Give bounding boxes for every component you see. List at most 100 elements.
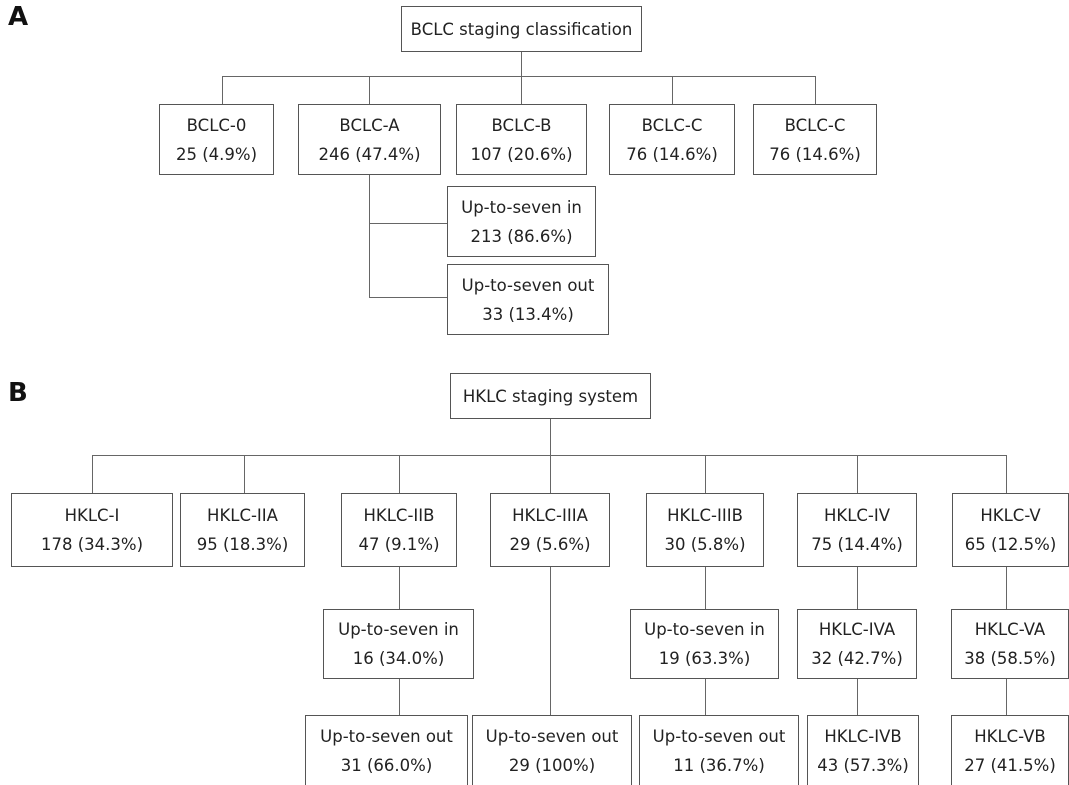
stage-node-hklc-iv: HKLC-IV 75 (14.4%) — [797, 493, 917, 567]
node-value: 65 (12.5%) — [964, 535, 1057, 554]
connector — [857, 455, 858, 493]
sub-node-up-to-seven-out: Up-to-seven out 33 (13.4%) — [447, 264, 609, 335]
connector — [92, 455, 1006, 456]
stage-node-hklc-i: HKLC-I 178 (34.3%) — [11, 493, 173, 567]
stage-node-hklc-iia: HKLC-IIA 95 (18.3%) — [180, 493, 305, 567]
node-name: BCLC-C — [641, 115, 703, 135]
node-name: HKLC-VA — [974, 620, 1046, 639]
connector — [550, 567, 551, 715]
node-value: 16 (34.0%) — [352, 649, 445, 668]
node-value: 33 (13.4%) — [482, 304, 574, 324]
connector — [815, 76, 816, 104]
connector — [369, 173, 370, 297]
node-value: 43 (57.3%) — [817, 755, 909, 775]
node-label: HKLC staging system — [462, 386, 639, 406]
connector — [705, 567, 706, 609]
connector — [1006, 455, 1007, 493]
node-value: 47 (9.1%) — [358, 535, 440, 554]
node-name: HKLC-IIA — [207, 506, 278, 525]
node-name: Up-to-seven out — [461, 275, 595, 295]
node-value: 178 (34.3%) — [40, 535, 144, 554]
stage-node-bclc-a: BCLC-A 246 (47.4%) — [298, 104, 441, 175]
sub-node-hklc-ivb: HKLC-IVB 43 (57.3%) — [807, 715, 919, 785]
stage-node-hklc-iiib: HKLC-IIIB 30 (5.8%) — [646, 493, 764, 567]
connector — [399, 567, 400, 609]
sub-node-up-to-seven-in: Up-to-seven in 213 (86.6%) — [447, 186, 596, 257]
node-value: 76 (14.6%) — [626, 144, 718, 164]
node-name: HKLC-I — [64, 506, 120, 525]
connector — [244, 455, 245, 493]
node-value: 213 (86.6%) — [470, 226, 573, 246]
root-node-hklc: HKLC staging system — [450, 373, 651, 419]
node-value: 27 (41.5%) — [964, 755, 1056, 775]
connector — [222, 76, 223, 104]
node-name: HKLC-IVB — [824, 726, 902, 746]
node-name: HKLC-IIB — [363, 506, 435, 525]
connector — [705, 679, 706, 715]
node-name: HKLC-VB — [974, 726, 1046, 746]
stage-node-bclc-b: BCLC-B 107 (20.6%) — [456, 104, 587, 175]
stage-node-hklc-v: HKLC-V 65 (12.5%) — [952, 493, 1069, 567]
node-name: Up-to-seven in — [644, 620, 765, 639]
node-name: BCLC-A — [339, 115, 400, 135]
node-value: 30 (5.8%) — [664, 535, 746, 554]
stage-node-hklc-iiia: HKLC-IIIA 29 (5.6%) — [490, 493, 610, 567]
stage-node-bclc-c-2: BCLC-C 76 (14.6%) — [753, 104, 877, 175]
node-value: 19 (63.3%) — [658, 649, 751, 668]
connector — [857, 679, 858, 715]
sub-node-up-to-seven-out-iiia: Up-to-seven out 29 (100%) — [472, 715, 632, 785]
node-name: BCLC-C — [784, 115, 846, 135]
node-name: Up-to-seven out — [320, 726, 453, 746]
sub-node-hklc-va: HKLC-VA 38 (58.5%) — [951, 609, 1069, 679]
node-value: 246 (47.4%) — [318, 144, 421, 164]
node-value: 31 (66.0%) — [340, 755, 433, 775]
node-name: HKLC-V — [980, 506, 1041, 525]
stage-node-bclc-0: BCLC-0 25 (4.9%) — [159, 104, 274, 175]
connector — [672, 76, 673, 104]
node-value: 95 (18.3%) — [196, 535, 289, 554]
connector — [222, 76, 815, 77]
connector — [857, 567, 858, 609]
sub-node-hklc-vb: HKLC-VB 27 (41.5%) — [951, 715, 1069, 785]
connector — [550, 455, 551, 493]
node-name: HKLC-IV — [823, 506, 891, 525]
node-name: HKLC-IVA — [818, 620, 896, 639]
connector — [399, 679, 400, 715]
node-name: HKLC-IIIB — [667, 506, 743, 525]
node-value: 38 (58.5%) — [964, 649, 1056, 668]
node-value: 25 (4.9%) — [175, 144, 258, 164]
connector — [369, 76, 370, 104]
node-name: HKLC-IIIA — [512, 506, 588, 525]
node-value: 29 (5.6%) — [509, 535, 591, 554]
sub-node-up-to-seven-out-iiib: Up-to-seven out 11 (36.7%) — [639, 715, 799, 785]
stage-node-bclc-c: BCLC-C 76 (14.6%) — [609, 104, 735, 175]
sub-node-hklc-iva: HKLC-IVA 32 (42.7%) — [797, 609, 917, 679]
connector — [550, 419, 551, 455]
root-node-bclc: BCLC staging classification — [401, 6, 642, 52]
node-value: 32 (42.7%) — [811, 649, 903, 668]
node-label: BCLC staging classification — [410, 19, 633, 39]
panel-b-letter: B — [8, 378, 28, 408]
node-value: 75 (14.4%) — [811, 535, 903, 554]
stage-node-hklc-iib: HKLC-IIB 47 (9.1%) — [341, 493, 457, 567]
connector — [521, 52, 522, 76]
node-name: Up-to-seven in — [461, 197, 582, 217]
connector — [1006, 679, 1007, 715]
sub-node-up-to-seven-in-iib: Up-to-seven in 16 (34.0%) — [323, 609, 474, 679]
node-value: 76 (14.6%) — [769, 144, 861, 164]
connector — [1006, 567, 1007, 609]
connector — [521, 76, 522, 104]
connector — [399, 455, 400, 493]
node-value: 11 (36.7%) — [673, 755, 765, 775]
node-name: Up-to-seven out — [485, 726, 619, 746]
sub-node-up-to-seven-in-iiib: Up-to-seven in 19 (63.3%) — [630, 609, 779, 679]
connector — [705, 455, 706, 493]
node-value: 107 (20.6%) — [470, 144, 573, 164]
node-value: 29 (100%) — [508, 755, 596, 775]
connector — [369, 223, 447, 224]
node-name: Up-to-seven out — [652, 726, 786, 746]
connector — [369, 297, 447, 298]
node-name: Up-to-seven in — [338, 620, 459, 639]
panel-a-letter: A — [8, 2, 29, 32]
sub-node-up-to-seven-out-iib: Up-to-seven out 31 (66.0%) — [305, 715, 468, 785]
